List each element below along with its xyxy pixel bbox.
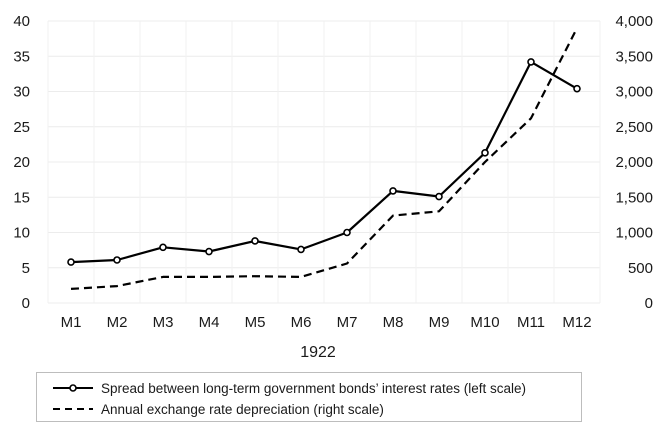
- legend-solid-marker-icon: [53, 384, 93, 392]
- right-tick-label: 1,000: [615, 225, 653, 242]
- x-tick-label: M1: [61, 314, 82, 331]
- left-tick-label: 0: [22, 295, 30, 312]
- legend-label-depreciation: Annual exchange rate depreciation (right…: [101, 401, 384, 417]
- data-point-spread: [113, 256, 121, 264]
- series-layer: [67, 27, 581, 290]
- left-tick-label: 15: [13, 189, 30, 206]
- right-tick-label: 2,500: [615, 119, 653, 136]
- data-point-spread: [481, 149, 489, 157]
- right-tick-label: 3,500: [615, 48, 653, 65]
- x-tick-label: M9: [429, 314, 450, 331]
- grid: [47, 20, 601, 304]
- left-tick-label: 10: [13, 225, 30, 242]
- data-point-spread: [573, 84, 581, 93]
- legend-label-spread: Spread between long-term government bond…: [101, 380, 526, 396]
- series-line-spread: [70, 60, 578, 264]
- x-tick-label: M5: [245, 314, 266, 331]
- right-tick-label: 500: [628, 260, 653, 277]
- x-tick-label: M2: [107, 314, 128, 331]
- legend: Spread between long-term government bond…: [36, 372, 582, 422]
- data-point-spread: [527, 58, 535, 66]
- data-point-spread: [251, 237, 259, 245]
- x-tick-label: M7: [337, 314, 358, 331]
- x-tick-label: M12: [562, 314, 591, 331]
- left-tick-label: 25: [13, 119, 30, 136]
- x-axis: M1 M2 M3 M4 M5 M6 M7 M8 M9 M10 M11 M12: [61, 314, 592, 331]
- left-tick-label: 30: [13, 84, 30, 101]
- data-point-spread: [159, 243, 167, 252]
- x-tick-label: M11: [517, 314, 545, 331]
- data-point-spread: [343, 228, 351, 237]
- x-tick-label: M4: [199, 314, 220, 331]
- legend-item-spread: Spread between long-term government bond…: [51, 378, 526, 398]
- legend-dashed-line-icon: [53, 408, 93, 410]
- data-point-spread: [297, 245, 305, 254]
- x-tick-label: M8: [383, 314, 404, 331]
- legend-item-depreciation: Annual exchange rate depreciation (right…: [51, 399, 384, 419]
- right-axis: 0 500 1,000 1,500 2,000 2,500 3,000 3,500 4,000: [615, 13, 653, 312]
- data-point-spread: [435, 192, 443, 201]
- right-tick-label: 3,000: [615, 84, 653, 101]
- left-tick-label: 35: [13, 48, 30, 65]
- chart: 0 5 10 15 20 25 30 35 40 0 500 1,000 1,500 2,000 2,50…: [13, 13, 653, 361]
- left-axis: 0 5 10 15 20 25 30 35 40: [13, 13, 30, 312]
- left-tick-label: 5: [22, 260, 30, 277]
- x-tick-label: M6: [291, 314, 312, 331]
- left-tick-label: 20: [13, 154, 30, 171]
- right-tick-label: 2,000: [615, 154, 653, 171]
- data-point-spread: [67, 258, 75, 266]
- data-point-spread: [205, 247, 213, 256]
- x-axis-title: 1922: [300, 344, 336, 361]
- right-tick-label: 1,500: [615, 189, 653, 206]
- right-tick-label: 4,000: [615, 13, 653, 30]
- x-tick-label: M10: [470, 314, 499, 331]
- right-tick-label: 0: [645, 295, 653, 312]
- data-point-spread: [389, 187, 397, 195]
- x-tick-label: M3: [153, 314, 174, 331]
- series-line-depreciation: [70, 27, 578, 290]
- left-tick-label: 40: [13, 13, 30, 30]
